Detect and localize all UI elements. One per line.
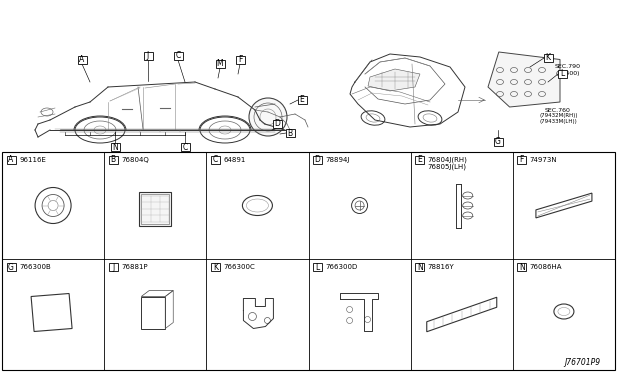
Text: F: F (520, 155, 524, 164)
FancyBboxPatch shape (493, 138, 502, 146)
FancyBboxPatch shape (216, 60, 225, 68)
Text: 78894J: 78894J (326, 157, 350, 163)
Text: L: L (316, 263, 319, 272)
Text: 76804Q: 76804Q (121, 157, 149, 163)
FancyBboxPatch shape (211, 263, 220, 271)
Text: A: A (8, 155, 13, 164)
Text: (79400): (79400) (555, 71, 579, 76)
Text: (79432M(RH)): (79432M(RH)) (540, 113, 579, 119)
Text: 74973N: 74973N (530, 157, 557, 163)
FancyBboxPatch shape (143, 52, 152, 60)
Text: B: B (287, 128, 292, 138)
FancyBboxPatch shape (109, 263, 118, 271)
FancyBboxPatch shape (313, 263, 322, 271)
FancyBboxPatch shape (173, 52, 182, 60)
Text: E: E (417, 155, 422, 164)
FancyBboxPatch shape (298, 96, 307, 104)
Ellipse shape (418, 111, 442, 125)
Text: K: K (213, 263, 218, 272)
FancyBboxPatch shape (415, 263, 424, 271)
Text: C: C (175, 51, 180, 61)
Polygon shape (488, 52, 560, 107)
Text: J76701P9: J76701P9 (564, 358, 600, 367)
FancyBboxPatch shape (77, 56, 86, 64)
Text: SEC.790: SEC.790 (555, 64, 581, 70)
FancyBboxPatch shape (6, 263, 15, 271)
FancyBboxPatch shape (211, 156, 220, 164)
Text: 76805J(LH): 76805J(LH) (428, 164, 467, 170)
FancyBboxPatch shape (180, 143, 189, 151)
Text: J: J (147, 51, 149, 61)
Text: C: C (212, 155, 218, 164)
Text: 766300D: 766300D (326, 264, 358, 270)
Text: G: G (495, 138, 501, 147)
Text: 76086HA: 76086HA (530, 264, 563, 270)
Text: B: B (111, 155, 116, 164)
Text: N: N (519, 263, 525, 272)
FancyBboxPatch shape (109, 156, 118, 164)
FancyBboxPatch shape (543, 54, 552, 62)
FancyBboxPatch shape (285, 129, 294, 137)
FancyBboxPatch shape (313, 156, 322, 164)
FancyBboxPatch shape (6, 156, 15, 164)
Text: 64891: 64891 (223, 157, 246, 163)
Text: 76804J(RH): 76804J(RH) (428, 157, 468, 163)
Bar (140, 192, 172, 225)
Text: 96116E: 96116E (19, 157, 46, 163)
Text: L: L (560, 70, 564, 78)
Text: D: D (315, 155, 321, 164)
Ellipse shape (249, 98, 287, 136)
Text: N: N (112, 142, 118, 151)
Text: SEC.760: SEC.760 (545, 108, 571, 112)
Text: (79433M(LH)): (79433M(LH)) (540, 119, 578, 124)
Text: M: M (217, 60, 223, 68)
Text: 766300C: 766300C (223, 264, 255, 270)
Text: C: C (182, 142, 188, 151)
Ellipse shape (361, 111, 385, 125)
FancyBboxPatch shape (236, 56, 244, 64)
Text: 766300B: 766300B (19, 264, 51, 270)
FancyBboxPatch shape (557, 70, 566, 78)
Text: A: A (79, 55, 84, 64)
FancyBboxPatch shape (273, 120, 282, 128)
Polygon shape (368, 69, 420, 91)
Text: J: J (112, 263, 115, 272)
Text: N: N (417, 263, 422, 272)
Text: K: K (545, 54, 550, 62)
Text: 76881P: 76881P (121, 264, 148, 270)
Bar (141, 193, 169, 224)
FancyBboxPatch shape (111, 143, 120, 151)
FancyBboxPatch shape (517, 156, 526, 164)
Ellipse shape (75, 117, 125, 143)
Text: D: D (274, 119, 280, 128)
Text: F: F (238, 55, 242, 64)
Text: 78816Y: 78816Y (428, 264, 454, 270)
Ellipse shape (200, 117, 250, 143)
Text: G: G (8, 263, 14, 272)
Text: E: E (300, 96, 305, 105)
FancyBboxPatch shape (415, 156, 424, 164)
Bar (2, 152, 615, 370)
FancyBboxPatch shape (517, 263, 526, 271)
